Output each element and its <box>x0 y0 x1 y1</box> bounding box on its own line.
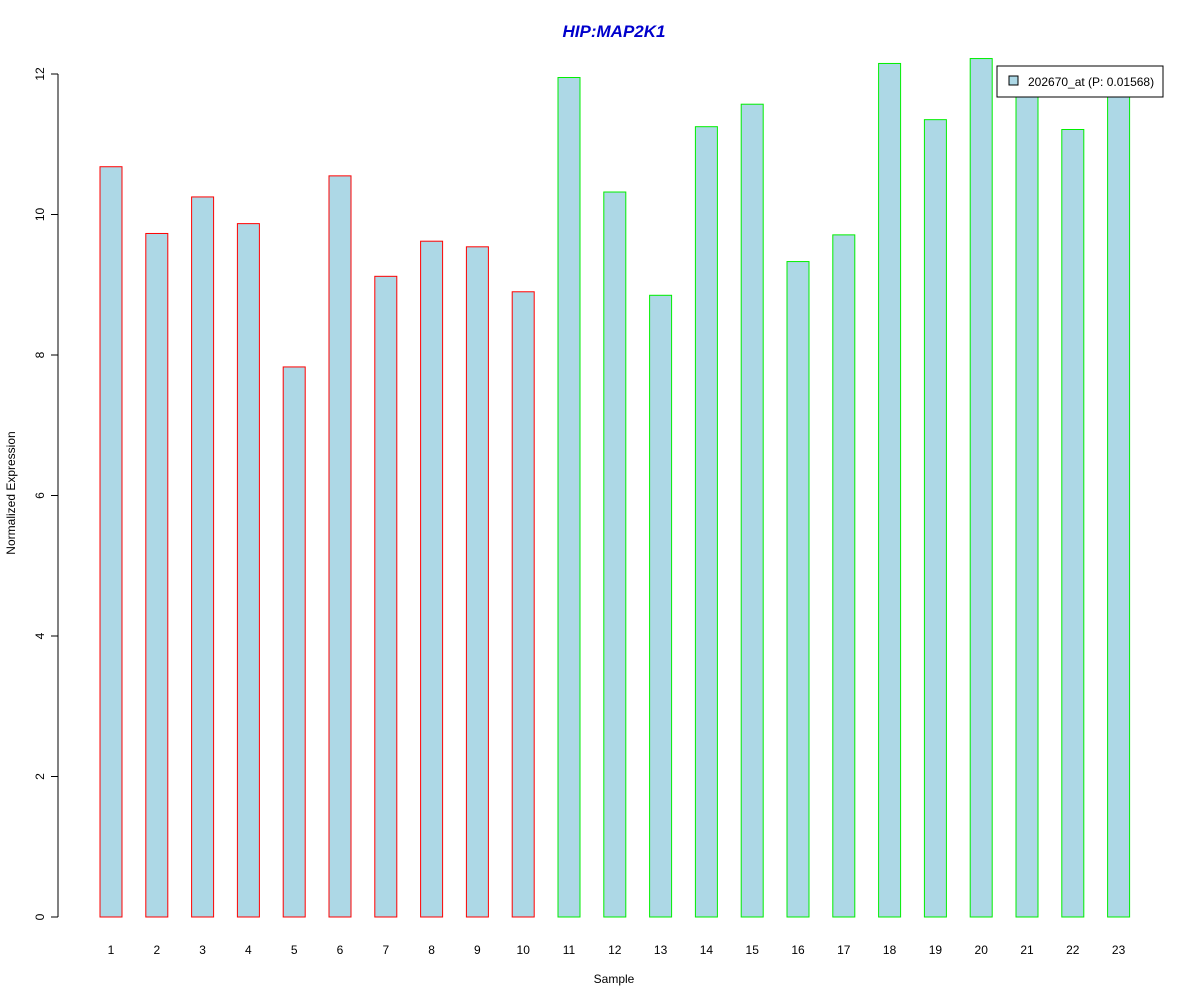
x-tick-label: 1 <box>108 943 115 957</box>
x-tick-labels: 1 2 3 4 5 6 7 8 9 10 11 12 13 14 15 16 17 18 19 20 21 22 23 <box>108 943 1126 957</box>
bar-sample-20 <box>969 58 993 918</box>
x-tick-label: 13 <box>654 943 668 957</box>
x-tick-label: 14 <box>700 943 714 957</box>
chart-title: HIP:MAP2K1 <box>563 22 666 41</box>
y-axis: 0 2 4 6 8 10 12 <box>33 67 59 920</box>
bar-sample-11 <box>557 77 581 918</box>
x-tick-label: 23 <box>1112 943 1126 957</box>
y-tick-label: 0 <box>33 913 47 920</box>
y-tick-label: 4 <box>33 632 47 639</box>
x-tick-label: 21 <box>1020 943 1034 957</box>
bar-sample-7 <box>374 275 398 918</box>
bar-sample-23 <box>1107 93 1131 918</box>
bar-sample-6 <box>328 175 352 918</box>
x-tick-label: 2 <box>153 943 160 957</box>
bar-sample-16 <box>786 261 810 918</box>
y-axis-title: Normalized Expression <box>4 431 18 554</box>
bar-sample-18 <box>878 62 902 918</box>
x-tick-label: 19 <box>929 943 943 957</box>
bar-sample-5 <box>282 366 306 918</box>
x-tick-label: 22 <box>1066 943 1080 957</box>
legend: 202670_at (P: 0.01568) <box>996 65 1164 98</box>
bar-sample-4 <box>236 223 260 918</box>
y-tick-label: 2 <box>33 773 47 780</box>
bar-sample-9 <box>465 246 489 918</box>
x-tick-label: 9 <box>474 943 481 957</box>
bar-sample-21 <box>1015 93 1039 918</box>
x-tick-label: 18 <box>883 943 897 957</box>
bar-sample-17 <box>832 234 856 918</box>
y-tick-label: 10 <box>33 208 47 222</box>
bar-sample-14 <box>694 126 718 918</box>
x-tick-label: 10 <box>517 943 531 957</box>
x-tick-label: 6 <box>337 943 344 957</box>
x-tick-label: 16 <box>791 943 805 957</box>
y-tick-label: 12 <box>33 67 47 81</box>
x-tick-label: 7 <box>382 943 389 957</box>
bar-sample-12 <box>603 191 627 918</box>
bar-sample-8 <box>420 240 444 918</box>
x-tick-label: 12 <box>608 943 622 957</box>
x-tick-label: 8 <box>428 943 435 957</box>
bar-sample-3 <box>191 196 215 918</box>
bar-sample-2 <box>145 232 169 918</box>
x-tick-label: 4 <box>245 943 252 957</box>
bar-sample-19 <box>923 119 947 918</box>
x-axis-title: Sample <box>594 972 635 986</box>
bar-sample-1 <box>99 166 123 918</box>
x-tick-label: 11 <box>563 943 576 957</box>
bar-sample-10 <box>511 291 535 918</box>
bars-group <box>99 58 1131 918</box>
bar-sample-22 <box>1061 128 1085 918</box>
legend-box <box>996 65 1164 98</box>
y-tick-label: 6 <box>33 492 47 499</box>
x-tick-label: 3 <box>199 943 206 957</box>
x-tick-label: 5 <box>291 943 298 957</box>
bar-sample-13 <box>649 294 673 918</box>
x-tick-label: 15 <box>746 943 760 957</box>
x-tick-label: 20 <box>975 943 989 957</box>
legend-label: 202670_at (P: 0.01568) <box>1028 75 1154 89</box>
legend-swatch <box>1008 75 1019 86</box>
x-tick-label: 17 <box>837 943 851 957</box>
bar-sample-15 <box>740 103 764 918</box>
y-tick-label: 8 <box>33 351 47 358</box>
